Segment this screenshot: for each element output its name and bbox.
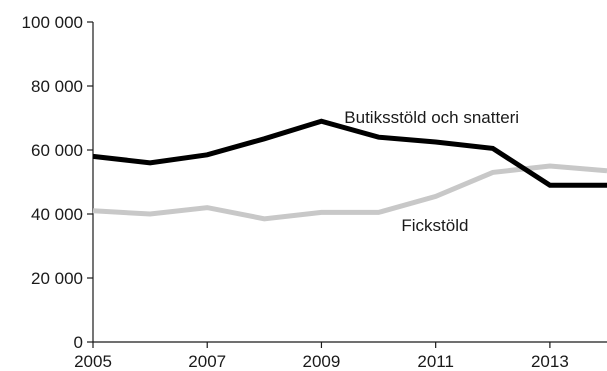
x-tick-label: 2005 <box>74 352 112 371</box>
y-tick-label: 0 <box>74 333 83 352</box>
series-label: Fickstöld <box>401 216 468 235</box>
x-tick-label: 2011 <box>417 352 454 371</box>
series-labels: Butiksstöld och snatteri Fickstöld <box>344 108 519 235</box>
series-lines <box>92 118 607 222</box>
y-tick-label: 100 000 <box>22 13 83 32</box>
x-tick-label: 2009 <box>303 352 341 371</box>
series-label: Butiksstöld och snatteri <box>344 108 519 127</box>
y-tick-label: 40 000 <box>31 205 83 224</box>
x-tick-label: 2013 <box>531 352 569 371</box>
y-tick-label: 20 000 <box>31 269 83 288</box>
x-axis-ticks: 2005 2007 2009 2011 2013 <box>74 342 569 371</box>
x-tick-label: 2007 <box>188 352 226 371</box>
y-axis-ticks: 0 20 000 40 000 60 000 80 000 100 000 <box>22 13 93 352</box>
y-tick-label: 80 000 <box>31 77 83 96</box>
axes <box>92 22 607 343</box>
y-tick-label: 60 000 <box>31 141 83 160</box>
series-line <box>92 118 607 188</box>
